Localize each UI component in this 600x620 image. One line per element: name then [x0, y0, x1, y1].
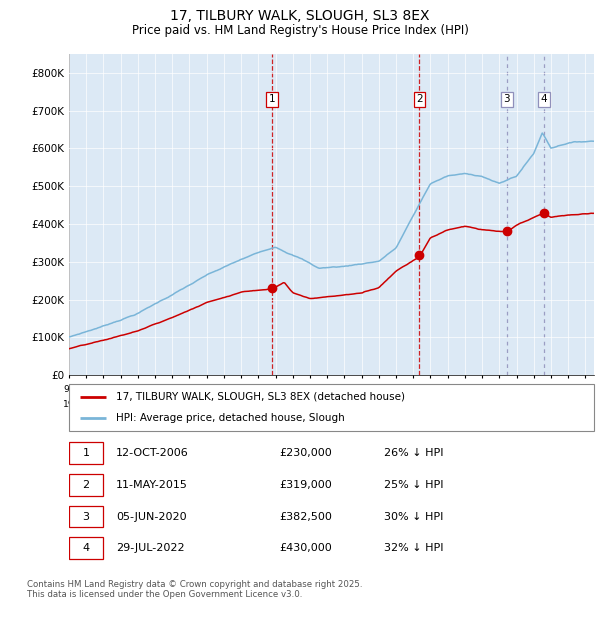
Text: 11: 11 [338, 386, 350, 394]
Text: 05: 05 [235, 386, 247, 394]
Text: 20: 20 [356, 399, 367, 409]
Text: 20: 20 [339, 399, 350, 409]
Text: 17: 17 [442, 386, 454, 394]
Text: 2: 2 [83, 480, 89, 490]
Text: 1: 1 [83, 448, 89, 458]
Text: 07: 07 [270, 386, 281, 394]
Text: 00: 00 [149, 386, 161, 394]
Text: 04: 04 [218, 386, 230, 394]
Text: 12: 12 [356, 386, 367, 394]
Text: 19: 19 [98, 399, 109, 409]
Text: 20: 20 [528, 399, 539, 409]
Text: 20: 20 [545, 399, 557, 409]
Text: 3: 3 [503, 94, 510, 104]
Text: 20: 20 [511, 399, 522, 409]
Text: 20: 20 [287, 399, 298, 409]
Text: 16: 16 [425, 386, 436, 394]
Text: £319,000: £319,000 [279, 480, 332, 490]
Text: 20: 20 [253, 399, 264, 409]
Text: 17, TILBURY WALK, SLOUGH, SL3 8EX (detached house): 17, TILBURY WALK, SLOUGH, SL3 8EX (detac… [116, 392, 405, 402]
Text: 03: 03 [201, 386, 212, 394]
Text: 20: 20 [167, 399, 178, 409]
Text: 20: 20 [218, 399, 230, 409]
Text: 96: 96 [80, 386, 92, 394]
Text: 98: 98 [115, 386, 127, 394]
FancyBboxPatch shape [69, 505, 103, 528]
Text: 20: 20 [322, 399, 333, 409]
FancyBboxPatch shape [69, 442, 103, 464]
Text: 15: 15 [407, 386, 419, 394]
Text: 20: 20 [476, 399, 488, 409]
Text: 02: 02 [184, 386, 195, 394]
Text: 21: 21 [511, 386, 522, 394]
Text: 12-OCT-2006: 12-OCT-2006 [116, 448, 189, 458]
Text: 20: 20 [407, 399, 419, 409]
Text: 1: 1 [269, 94, 275, 104]
Text: 20: 20 [425, 399, 436, 409]
Text: 25% ↓ HPI: 25% ↓ HPI [384, 480, 443, 490]
Text: 26% ↓ HPI: 26% ↓ HPI [384, 448, 443, 458]
Text: 4: 4 [83, 543, 89, 553]
Text: 22: 22 [528, 386, 539, 394]
FancyBboxPatch shape [69, 538, 103, 559]
Text: 20: 20 [562, 399, 574, 409]
Text: 30% ↓ HPI: 30% ↓ HPI [384, 512, 443, 521]
Text: 20: 20 [270, 399, 281, 409]
Text: Contains HM Land Registry data © Crown copyright and database right 2025.
This d: Contains HM Land Registry data © Crown c… [27, 580, 362, 599]
Text: 09: 09 [304, 386, 316, 394]
Text: £382,500: £382,500 [279, 512, 332, 521]
FancyBboxPatch shape [69, 474, 103, 496]
Text: 01: 01 [167, 386, 178, 394]
Text: 19: 19 [476, 386, 488, 394]
Text: 20: 20 [184, 399, 195, 409]
Text: 14: 14 [391, 386, 402, 394]
Text: 4: 4 [541, 94, 547, 104]
Text: 11-MAY-2015: 11-MAY-2015 [116, 480, 188, 490]
Text: 20: 20 [494, 399, 505, 409]
Text: 20: 20 [494, 386, 505, 394]
Text: 20: 20 [235, 399, 247, 409]
Text: 23: 23 [545, 386, 557, 394]
Text: 20: 20 [373, 399, 385, 409]
Text: £230,000: £230,000 [279, 448, 332, 458]
Text: 08: 08 [287, 386, 299, 394]
Text: 20: 20 [459, 399, 470, 409]
Text: 97: 97 [98, 386, 109, 394]
Text: 19: 19 [132, 399, 143, 409]
Text: 06: 06 [253, 386, 264, 394]
Text: 3: 3 [83, 512, 89, 521]
Text: 20: 20 [304, 399, 316, 409]
Text: 95: 95 [63, 386, 75, 394]
Text: 19: 19 [80, 399, 92, 409]
Text: 19: 19 [115, 399, 127, 409]
Text: 13: 13 [373, 386, 385, 394]
Text: 17, TILBURY WALK, SLOUGH, SL3 8EX: 17, TILBURY WALK, SLOUGH, SL3 8EX [170, 9, 430, 24]
Text: 32% ↓ HPI: 32% ↓ HPI [384, 543, 443, 553]
Text: 24: 24 [563, 386, 574, 394]
Text: 05-JUN-2020: 05-JUN-2020 [116, 512, 187, 521]
Text: 29-JUL-2022: 29-JUL-2022 [116, 543, 185, 553]
Text: HPI: Average price, detached house, Slough: HPI: Average price, detached house, Slou… [116, 414, 345, 423]
Text: 20: 20 [149, 399, 161, 409]
Text: 99: 99 [132, 386, 143, 394]
Text: 18: 18 [459, 386, 470, 394]
Text: 2: 2 [416, 94, 423, 104]
Text: 25: 25 [580, 386, 591, 394]
Text: 20: 20 [442, 399, 454, 409]
Text: £430,000: £430,000 [279, 543, 332, 553]
Text: 10: 10 [322, 386, 333, 394]
Text: Price paid vs. HM Land Registry's House Price Index (HPI): Price paid vs. HM Land Registry's House … [131, 24, 469, 37]
Text: 20: 20 [391, 399, 402, 409]
Text: 20: 20 [201, 399, 212, 409]
Text: 19: 19 [63, 399, 75, 409]
Text: 20: 20 [580, 399, 591, 409]
